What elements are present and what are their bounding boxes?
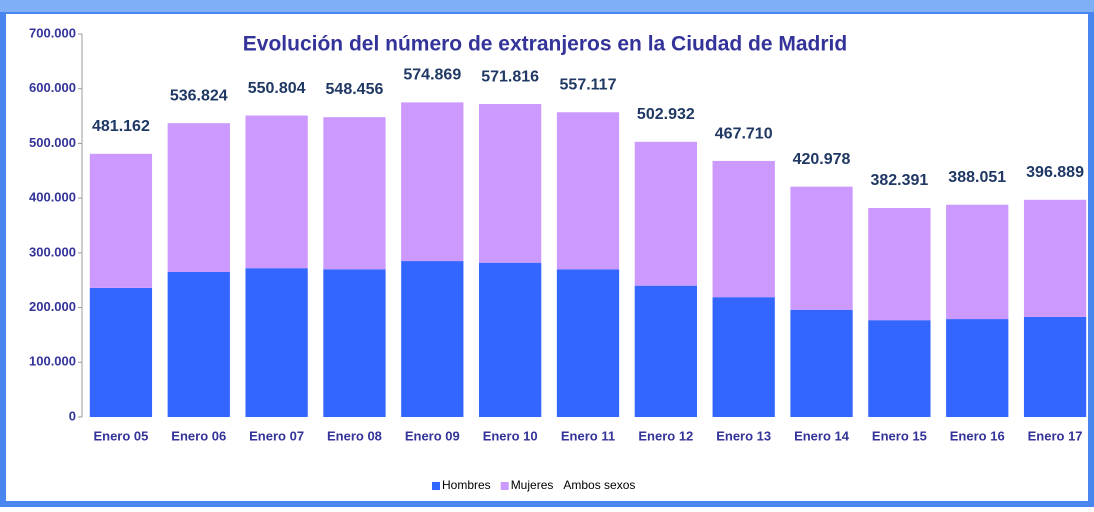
total-label: 557.117 [560, 76, 617, 93]
bar-segment [167, 123, 230, 273]
y-tick-label: 400.000 [29, 190, 76, 205]
bar-segment [1023, 199, 1087, 317]
total-label: 574.869 [403, 67, 461, 84]
y-tick-label: 0 [69, 408, 76, 423]
bar-segment [89, 287, 153, 417]
bar-segment [245, 115, 308, 269]
total-label: 571.816 [481, 68, 539, 85]
x-tick-label: Enero 11 [561, 428, 615, 443]
bar-segment [556, 269, 620, 417]
x-tick-label: Enero 06 [171, 428, 226, 443]
x-tick-label: Enero 14 [794, 428, 850, 443]
total-label: 550.804 [248, 80, 306, 97]
y-tick-label: 500.000 [29, 135, 76, 150]
legend-label: Hombres [442, 478, 491, 492]
bar-segment [479, 262, 542, 417]
legend-label: Mujeres [511, 478, 554, 492]
bar-segment [790, 309, 853, 417]
x-tick-label: Enero 10 [483, 428, 538, 443]
total-label: 388.051 [948, 169, 1006, 186]
legend-swatch [500, 482, 509, 490]
bar-segment [946, 204, 1009, 320]
bar-segment [946, 319, 1009, 417]
bar-segment [634, 141, 697, 286]
total-label: 536.824 [170, 87, 228, 104]
bar-segment [868, 207, 931, 321]
x-tick-label: Enero 09 [405, 428, 460, 443]
x-tick-label: Enero 15 [872, 428, 927, 443]
y-tick-label: 300.000 [29, 244, 76, 259]
legend-swatch [432, 482, 440, 490]
y-tick-label: 600.000 [29, 80, 76, 95]
total-label: 467.710 [715, 125, 773, 142]
bar-segment [323, 269, 386, 417]
y-tick-label: 100.000 [29, 354, 76, 369]
frame-top [0, 0, 1094, 12]
bar-segment [245, 268, 308, 417]
total-label: 502.932 [637, 106, 695, 123]
bar-segment [1023, 316, 1087, 417]
chart-title: Evolución del número de extranjeros en l… [243, 33, 847, 56]
bar-segment [401, 102, 464, 262]
bar-segment [167, 272, 230, 417]
bar-segment [634, 285, 697, 417]
x-tick-label: Enero 07 [249, 428, 304, 443]
x-tick-label: Enero 12 [638, 428, 693, 443]
bar-segment [712, 160, 775, 298]
bar-segment [89, 153, 153, 288]
x-tick-label: Enero 17 [1028, 428, 1083, 443]
x-tick-label: Enero 05 [93, 428, 148, 443]
total-label: 382.391 [870, 172, 928, 189]
y-tick-label: 200.000 [29, 299, 76, 314]
x-tick-label: Enero 16 [950, 428, 1005, 443]
bar-segment [790, 186, 853, 310]
bar-segment [712, 297, 775, 417]
legend-label: Ambos sexos [563, 478, 635, 492]
bar-segment [323, 117, 386, 270]
total-label: 548.456 [326, 81, 384, 98]
bar-segment [556, 112, 620, 270]
bar-segment [401, 261, 464, 417]
total-label: 420.978 [793, 151, 851, 168]
y-tick-label: 700.000 [29, 25, 76, 40]
bar-segment [479, 104, 542, 263]
total-label: 396.889 [1026, 164, 1084, 181]
x-tick-label: Enero 08 [327, 428, 382, 443]
x-tick-label: Enero 13 [716, 428, 771, 443]
total-label: 481.162 [92, 118, 150, 135]
bar-segment [868, 320, 931, 417]
